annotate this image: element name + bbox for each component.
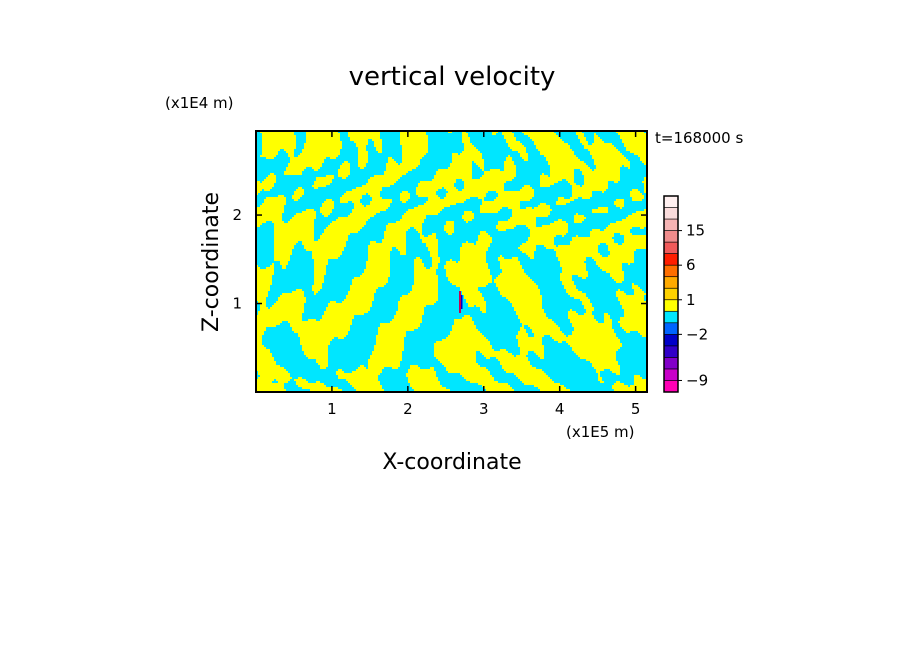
colorbar-level: [664, 288, 678, 301]
colorbar: [664, 196, 678, 393]
colorbar-level: [664, 380, 678, 393]
y-tick-label: 2: [232, 206, 242, 224]
x-axis-title: X-coordinate: [382, 450, 521, 475]
colorbar-level: [664, 219, 678, 231]
downdraft-core-marker: [461, 295, 463, 309]
colorbar-frame: [663, 195, 679, 393]
y-unit-label: (x1E4 m): [165, 94, 234, 112]
colorbar-level: [664, 253, 678, 266]
colorbar-tick-label: −9: [686, 371, 708, 389]
x-tick-label: 5: [631, 400, 641, 418]
positive-velocity-region: [256, 131, 647, 392]
x-axis: 1 2 3 4 5: [327, 131, 640, 418]
x-tick-label: 1: [327, 400, 337, 418]
colorbar-level: [664, 357, 678, 370]
negative-velocity-region: [256, 131, 647, 392]
x-tick-label: 2: [403, 400, 413, 418]
updraft-core-marker: [459, 291, 461, 313]
x-unit-label: (x1E5 m): [566, 423, 635, 441]
colorbar-tick-label: 6: [686, 256, 696, 274]
colorbar-level: [664, 207, 678, 220]
colorbar-tick-label: 15: [686, 222, 705, 240]
y-tick-label: 1: [232, 295, 242, 313]
x-tick-label: 4: [555, 400, 565, 418]
y-axis-title: Z-coordinate: [199, 192, 224, 332]
colorbar-tick-label: −2: [686, 325, 708, 343]
colorbar-level: [664, 345, 678, 358]
velocity-field: [256, 131, 647, 392]
colorbar-level: [664, 276, 678, 289]
x-tick-label: 3: [479, 400, 489, 418]
colorbar-level: [664, 230, 678, 243]
colorbar-level: [664, 368, 678, 381]
colorbar-level: [664, 322, 678, 335]
colorbar-level: [664, 311, 678, 324]
colorbar-level: [664, 334, 678, 347]
colorbar-tick-label: 1: [686, 291, 696, 309]
chart-title: vertical velocity: [349, 62, 556, 92]
colorbar-ticks: −9 −2 1 6 15: [678, 222, 708, 389]
colorbar-level: [664, 299, 678, 312]
time-label: t=168000 s: [655, 129, 743, 147]
plot-frame: [255, 130, 648, 393]
colorbar-level: [664, 196, 678, 208]
colorbar-level: [664, 242, 678, 254]
colorbar-level: [664, 265, 678, 278]
y-axis: 12: [232, 206, 647, 313]
